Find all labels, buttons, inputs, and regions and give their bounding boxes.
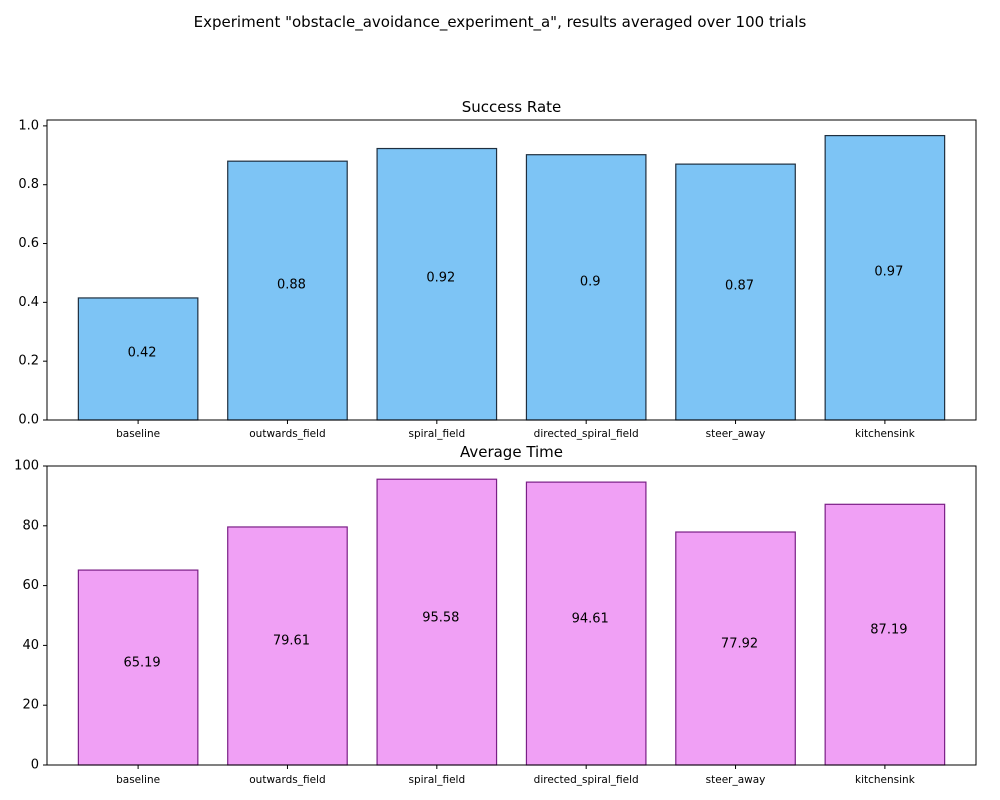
bar-value-label: 87.19 xyxy=(870,623,907,638)
y-tick-label: 0.4 xyxy=(18,295,39,310)
bar-value-label: 0.9 xyxy=(580,275,601,290)
bar-value-label: 94.61 xyxy=(572,612,609,627)
bar-value-label: 0.97 xyxy=(874,265,903,280)
y-tick-label: 100 xyxy=(14,459,39,474)
y-tick-label: 40 xyxy=(22,638,39,653)
bar xyxy=(77,569,199,766)
x-tick-label: spiral_field xyxy=(409,774,466,786)
x-tick-label: steer_away xyxy=(706,774,766,786)
bar xyxy=(376,478,498,766)
bar-value-label: 65.19 xyxy=(123,656,160,671)
bar-value-label: 0.87 xyxy=(725,279,754,294)
y-tick-label: 1.0 xyxy=(18,118,39,133)
bar xyxy=(525,481,647,766)
x-tick-label: directed_spiral_field xyxy=(534,774,639,786)
y-tick-label: 0 xyxy=(31,758,39,773)
average-time-panel: Average Time 65.19 79.61 95.58 94.61 77.92 87.… xyxy=(14,443,977,786)
bar xyxy=(675,163,796,421)
bar-value-label: 95.58 xyxy=(422,611,459,626)
plot-frame xyxy=(46,465,977,766)
panel-title: Average Time xyxy=(460,443,563,461)
bar-value-label: 0.88 xyxy=(277,278,306,293)
panel-title: Success Rate xyxy=(462,98,562,116)
figure-title: Experiment "obstacle_avoidance_experimen… xyxy=(193,13,807,31)
x-tick-label: spiral_field xyxy=(409,428,466,440)
y-tick-label: 60 xyxy=(22,578,39,593)
x-tick-label: baseline xyxy=(116,428,160,440)
y-tick-label: 0.0 xyxy=(18,413,39,428)
plot-frame xyxy=(46,119,977,421)
bar-value-label: 0.92 xyxy=(426,271,455,286)
y-tick-label: 0.2 xyxy=(18,354,39,369)
bar xyxy=(824,134,946,421)
x-tick-label: kitchensink xyxy=(855,774,916,786)
x-tick-label: outwards_field xyxy=(249,428,325,440)
x-tick-label: kitchensink xyxy=(855,428,916,440)
bar xyxy=(675,531,796,766)
bar xyxy=(77,297,199,421)
bar-value-label: 77.92 xyxy=(721,637,758,652)
x-tick-label: directed_spiral_field xyxy=(534,428,639,440)
y-tick-label: 80 xyxy=(22,518,39,533)
y-tick-label: 20 xyxy=(22,698,39,713)
x-tick-label: baseline xyxy=(116,774,160,786)
bar xyxy=(227,526,348,766)
bar xyxy=(824,503,946,766)
y-tick-label: 0.6 xyxy=(18,236,39,251)
success-rate-panel: Success Rate 0.42 0.88 0.92 0.9 0.87 0.97 0.0 0.… xyxy=(18,98,977,440)
x-tick-label: outwards_field xyxy=(249,774,325,786)
bar-value-label: 0.42 xyxy=(128,346,157,361)
x-tick-label: steer_away xyxy=(706,428,766,440)
y-tick-label: 0.8 xyxy=(18,177,39,192)
bar-value-label: 79.61 xyxy=(273,634,310,649)
bar xyxy=(376,147,498,421)
bar xyxy=(525,154,647,421)
